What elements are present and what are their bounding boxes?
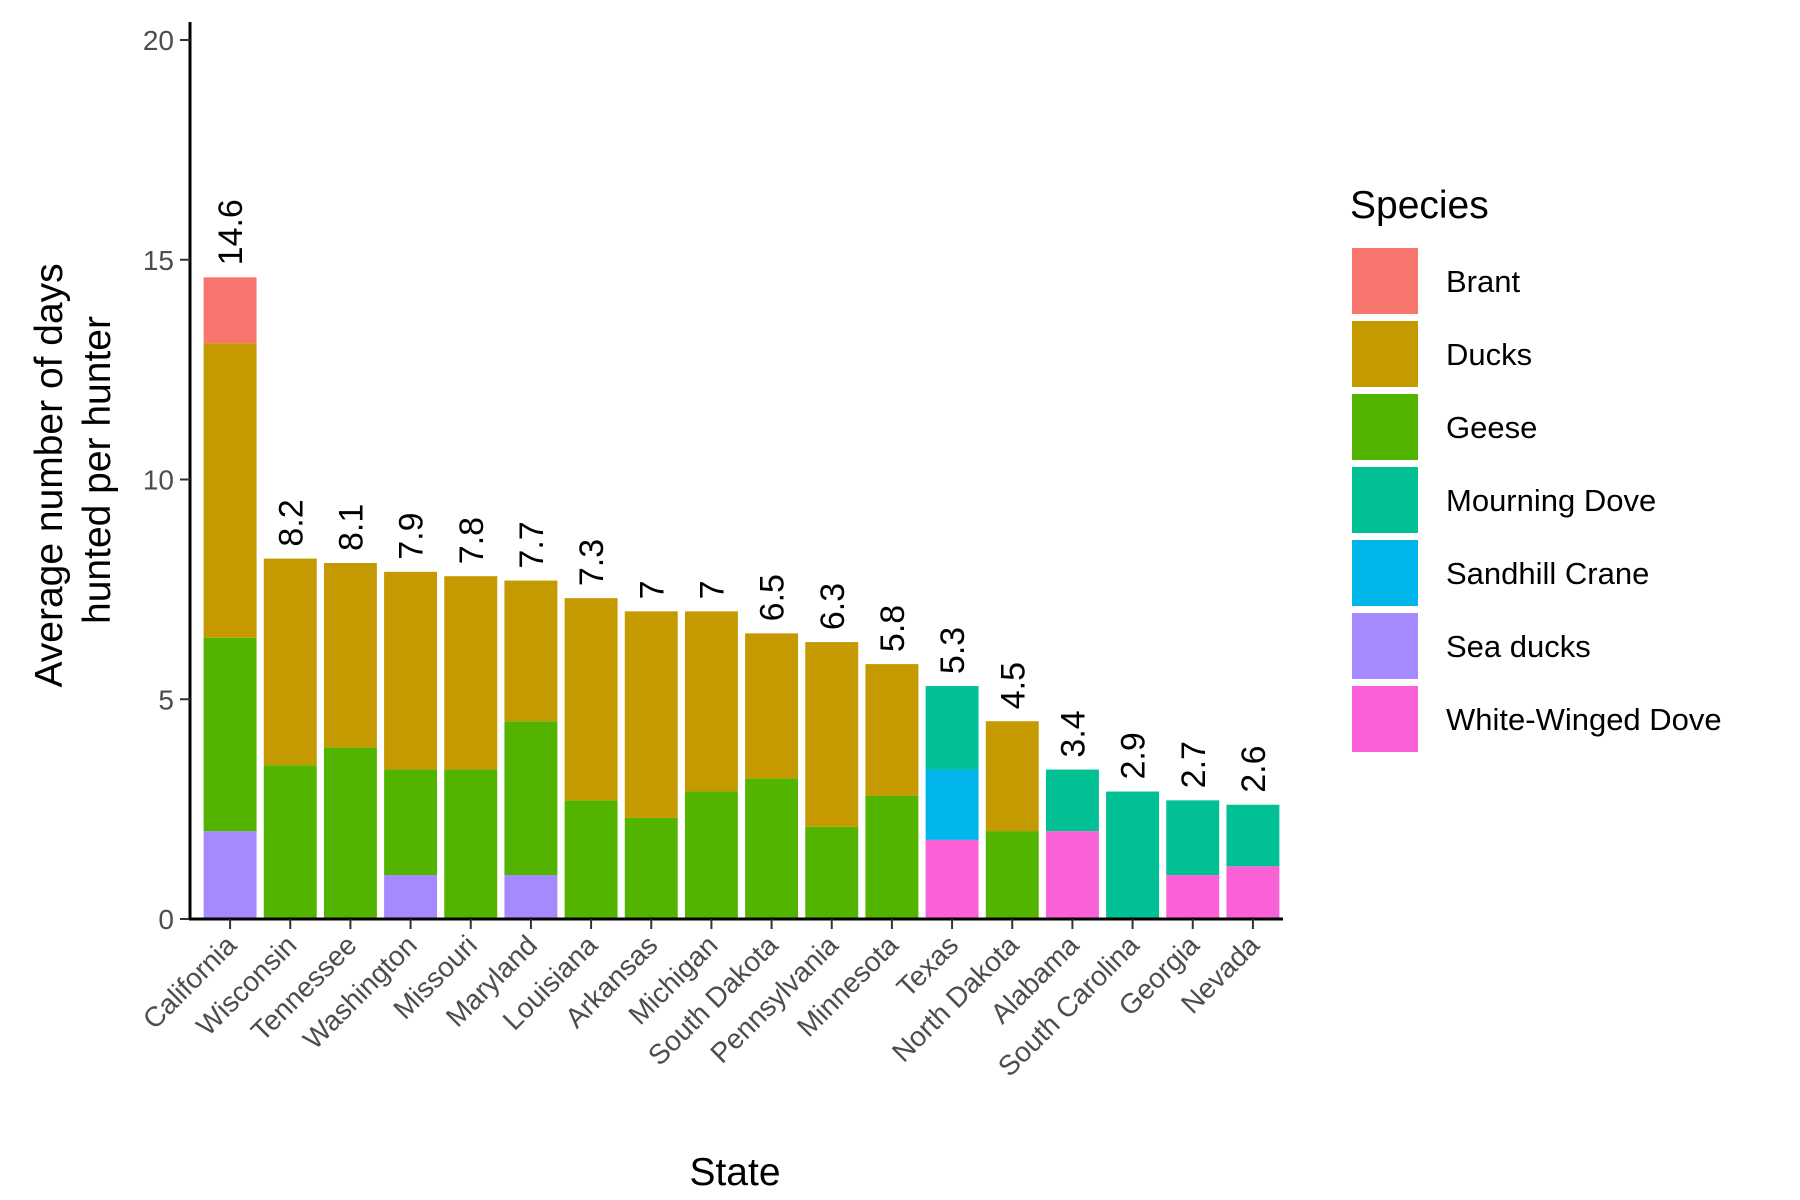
- legend-label-geese: Geese: [1446, 410, 1537, 445]
- legend-label-ducks: Ducks: [1446, 337, 1532, 372]
- bar-segment-tennessee-geese: [323, 747, 377, 919]
- legend-label-sea-ducks: Sea ducks: [1446, 629, 1591, 664]
- bar-segment-california-geese: [203, 637, 257, 832]
- total-label-michigan: 7: [693, 580, 731, 599]
- bar-segment-maryland-geese: [504, 721, 558, 876]
- x-axis: CaliforniaWisconsinTennesseeWashingtonMi…: [137, 917, 1283, 1082]
- y-tick-label-5: 5: [158, 684, 174, 715]
- bar-segment-texas-mourning-dove: [925, 686, 979, 770]
- legend-key-ducks: [1352, 321, 1418, 387]
- bar-segment-louisiana-ducks: [564, 598, 618, 801]
- total-label-alabama: 3.4: [1054, 710, 1092, 757]
- bar-segment-alabama-white-winged-dove: [1045, 831, 1099, 919]
- bar-segment-michigan-geese: [684, 791, 738, 919]
- legend-label-mourning-dove: Mourning Dove: [1446, 483, 1656, 518]
- bar-segment-tennessee-ducks: [323, 563, 377, 748]
- total-label-maryland: 7.7: [513, 521, 551, 568]
- bar-segment-washington-sea-ducks: [384, 875, 438, 919]
- bar-segment-minnesota-ducks: [865, 664, 919, 796]
- bar-segment-georgia-white-winged-dove: [1166, 875, 1220, 919]
- bar-segment-wisconsin-geese: [263, 765, 317, 919]
- y-tick-label-15: 15: [143, 245, 174, 276]
- bar-segment-michigan-ducks: [684, 611, 738, 792]
- y-axis-title: Average number of days hunted per hunter: [28, 252, 119, 687]
- total-label-arkansas: 7: [633, 580, 671, 599]
- y-tick-label-0: 0: [158, 904, 174, 935]
- total-label-minnesota: 5.8: [874, 605, 912, 652]
- bar-segment-california-sea-ducks: [203, 831, 257, 919]
- bar-segment-missouri-ducks: [444, 576, 498, 770]
- total-label-tennessee: 8.1: [332, 504, 370, 551]
- legend-key-white-winged-dove: [1352, 686, 1418, 752]
- bar-segment-california-ducks: [203, 343, 257, 638]
- bar-segment-nevada-mourning-dove: [1226, 804, 1280, 867]
- bars-layer: [203, 277, 1280, 919]
- total-label-south-dakota: 6.5: [754, 574, 792, 621]
- legend: Species Brant Ducks Geese Mourning Dove Sand…: [1350, 184, 1722, 752]
- bar-segment-maryland-sea-ducks: [504, 875, 558, 919]
- bar-segment-louisiana-geese: [564, 800, 618, 919]
- bar-segment-south-dakota-ducks: [745, 633, 799, 779]
- legend-key-sea-ducks: [1352, 613, 1418, 679]
- total-label-wisconsin: 8.2: [272, 499, 310, 546]
- bar-segment-pennsylvania-ducks: [805, 642, 859, 827]
- bar-segment-pennsylvania-geese: [805, 826, 859, 919]
- bar-segment-arkansas-geese: [624, 817, 678, 919]
- bar-segment-alabama-mourning-dove: [1045, 769, 1099, 832]
- bar-segment-texas-sandhill-crane: [925, 769, 979, 840]
- y-axis-title-line-1: Average number of days: [28, 263, 71, 687]
- x-axis-title: State: [689, 1151, 780, 1194]
- bar-segment-california-brant: [203, 277, 257, 344]
- bar-segment-north-dakota-geese: [985, 831, 1039, 919]
- legend-title: Species: [1350, 184, 1489, 227]
- bar-segment-north-dakota-ducks: [985, 721, 1039, 832]
- legend-key-geese: [1352, 394, 1418, 460]
- y-tick-label-20: 20: [143, 25, 174, 56]
- bar-segment-minnesota-geese: [865, 795, 919, 919]
- legend-key-mourning-dove: [1352, 467, 1418, 533]
- bar-segment-wisconsin-ducks: [263, 558, 317, 766]
- total-label-nevada: 2.6: [1235, 745, 1273, 792]
- total-label-north-dakota: 4.5: [994, 662, 1032, 709]
- bar-segment-georgia-mourning-dove: [1166, 800, 1220, 876]
- y-tick-label-10: 10: [143, 465, 174, 496]
- bar-segment-south-carolina-mourning-dove: [1106, 791, 1160, 919]
- legend-key-sandhill-crane: [1352, 540, 1418, 606]
- total-labels-layer: 14.6 8.2 8.1 7.9 7.8 7.7 7.3 7 7 6.5 6.3 5.8 5.3 4.5 3…: [212, 199, 1273, 793]
- bar-segment-maryland-ducks: [504, 580, 558, 722]
- bar-segment-washington-ducks: [384, 571, 438, 770]
- bar-segment-washington-geese: [384, 769, 438, 876]
- total-label-georgia: 2.7: [1175, 741, 1213, 788]
- total-label-washington: 7.9: [393, 513, 431, 560]
- total-label-pennsylvania: 6.3: [814, 583, 852, 630]
- legend-key-brant: [1352, 248, 1418, 314]
- legend-label-brant: Brant: [1446, 264, 1520, 299]
- bar-segment-missouri-geese: [444, 769, 498, 919]
- y-axis-title-line-2: hunted per hunter: [76, 316, 119, 624]
- total-label-south-carolina: 2.9: [1115, 732, 1153, 779]
- bar-segment-south-dakota-geese: [745, 778, 799, 919]
- total-label-louisiana: 7.3: [573, 539, 611, 586]
- total-label-california: 14.6: [212, 199, 250, 265]
- total-label-missouri: 7.8: [453, 517, 491, 564]
- legend-label-sandhill-crane: Sandhill Crane: [1446, 556, 1649, 591]
- y-axis: 0 5 10 15 20: [143, 22, 192, 935]
- bar-segment-nevada-white-winged-dove: [1226, 866, 1280, 919]
- legend-label-white-winged-dove: White-Winged Dove: [1446, 702, 1722, 737]
- bar-segment-arkansas-ducks: [624, 611, 678, 818]
- bar-segment-texas-white-winged-dove: [925, 839, 979, 919]
- total-label-texas: 5.3: [934, 627, 972, 674]
